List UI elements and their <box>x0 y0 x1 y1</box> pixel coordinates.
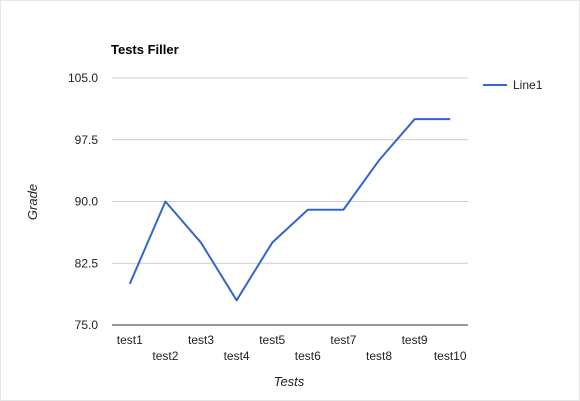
chart-title: Tests Filler <box>111 42 179 57</box>
x-tick-label: test5 <box>259 333 285 347</box>
x-tick-label: test3 <box>188 333 214 347</box>
x-tick-label: test7 <box>330 333 356 347</box>
y-tick-label: 82.5 <box>75 256 99 270</box>
y-axis-ticks: 75.0 82.5 90.0 97.5 105.0 <box>68 71 98 332</box>
series-line <box>128 118 451 302</box>
x-tick-label: test6 <box>295 349 321 363</box>
x-axis-ticks: test1 test2 test3 test4 test5 test6 test7 test8… <box>117 333 467 363</box>
y-tick-label: 75.0 <box>75 318 99 332</box>
y-tick-label: 97.5 <box>75 133 99 147</box>
legend-label: Line1 <box>513 78 543 92</box>
x-tick-label: test9 <box>402 333 428 347</box>
y-tick-label: 105.0 <box>68 71 98 85</box>
x-tick-label: test8 <box>366 349 392 363</box>
x-axis-label: Tests <box>274 374 305 389</box>
x-tick-label: test4 <box>224 349 250 363</box>
legend: Line1 <box>483 78 543 92</box>
y-axis-label: Grade <box>25 184 40 220</box>
gridlines <box>112 77 468 326</box>
x-tick-label: test1 <box>117 333 143 347</box>
x-tick-label: test2 <box>152 349 178 363</box>
x-tick-label: test10 <box>434 349 467 363</box>
series-layer <box>128 118 451 302</box>
y-tick-label: 90.0 <box>75 195 99 209</box>
